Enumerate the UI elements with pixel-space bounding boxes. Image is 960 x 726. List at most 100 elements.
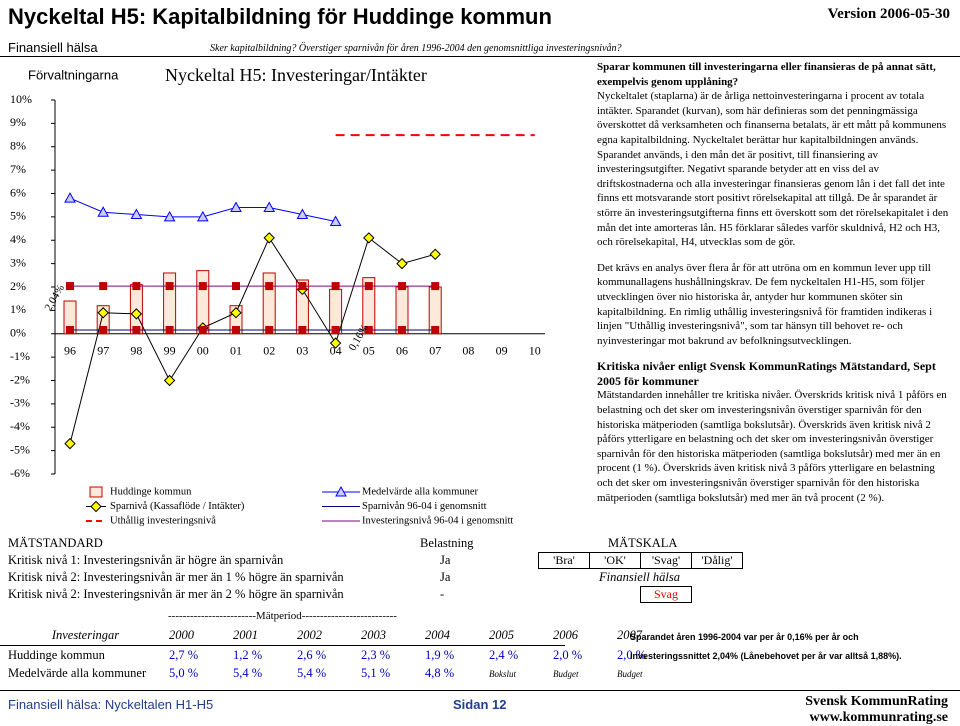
column-header: 2003 (361, 628, 386, 642)
y-tick-label: 4% (10, 232, 26, 246)
levels-text: Mätstandarden innehåller tre kritiska ni… (597, 389, 947, 504)
y-tick-label: 0% (10, 326, 26, 340)
criterion: Kritisk nivå 1: Investeringsnivån är hög… (8, 553, 284, 567)
column-header: 2000 (169, 628, 194, 642)
square-marker (165, 282, 174, 291)
standard-table: MÄTSTANDARD Belastning MÄTSKALA Kritisk niv… (8, 535, 748, 605)
x-tick-label: 96 (64, 344, 76, 358)
criterion: Kritisk nivå 2: Investeringsnivån är mer… (8, 587, 344, 601)
divider (0, 690, 960, 691)
corner-label: Förvaltningarna (28, 67, 119, 82)
org-name: Svensk KommunRating (805, 694, 948, 709)
triangle-marker (296, 208, 309, 220)
load: - (440, 587, 445, 601)
load: Ja (440, 553, 451, 567)
table-cell: Medelvärde alla kommuner (8, 666, 147, 680)
org-url: www.kommunrating.se (809, 710, 948, 725)
diamond-marker (97, 307, 109, 319)
legend-label: Uthållig investeringsnivå (110, 515, 216, 526)
triangle-marker (97, 206, 110, 217)
footer-left: Finansiell hälsa: Nyckeltalen H1-H5 (8, 697, 214, 712)
y-tick-label: 6% (10, 185, 26, 199)
triangle-marker (130, 208, 143, 220)
x-tick-label: 07 (429, 344, 441, 358)
y-tick-label: 5% (10, 209, 26, 223)
y-tick-label: -1% (10, 349, 30, 363)
diamond-marker (396, 257, 408, 270)
square-marker (331, 282, 340, 291)
table-cell: 5,0 % (169, 666, 199, 680)
square-marker (132, 326, 141, 335)
table-cell: 2,3 % (361, 648, 391, 662)
table-cell: Budget (617, 669, 643, 679)
square-marker (99, 326, 108, 335)
square-marker (198, 326, 207, 335)
square-marker (99, 282, 108, 291)
annotation: 2,04% (42, 283, 67, 314)
diamond-marker (130, 308, 143, 320)
diamond-marker (363, 232, 375, 244)
triangle-marker (230, 201, 242, 213)
legend-label: Investeringsnivå 96-04 i genomsnitt (362, 515, 513, 526)
y-tick-label: -4% (10, 419, 30, 433)
y-tick-label: 10% (10, 92, 32, 106)
legend-swatch (89, 486, 103, 498)
square-marker (398, 326, 406, 335)
square-marker (132, 282, 141, 291)
standard-header: Belastning (420, 536, 474, 550)
triangle-marker (163, 210, 176, 222)
lead: Sparar kommunen till investeringarna ell… (597, 61, 936, 88)
x-tick-label: 10 (529, 344, 541, 358)
x-tick-label: 98 (130, 344, 142, 358)
analysis-text: Det krävs en analys över flera år för at… (597, 261, 933, 347)
result: Svag (640, 586, 692, 603)
scale-item: 'OK' (589, 552, 641, 569)
scale-name: Finansiell hälsa (599, 570, 680, 584)
scale-title: MÄTSKALA (608, 536, 678, 550)
x-tick-label: 99 (164, 344, 176, 358)
body-text: Nyckeltalet (staplarna) är de årliga net… (597, 90, 949, 249)
diamond-marker (329, 337, 342, 349)
legend-label: Sparnivå (Kassaflöde / Intäkter) (110, 501, 245, 512)
version: Version 2006-05-30 (827, 6, 950, 22)
y-tick-label: -6% (10, 466, 30, 480)
column-header: 2001 (233, 628, 258, 642)
load: Ja (440, 570, 451, 584)
x-tick-label: 05 (363, 344, 375, 358)
table-cell: 5,4 % (297, 666, 327, 680)
triangle-marker (64, 192, 76, 203)
column-header: Investeringar (51, 628, 120, 642)
y-tick-label: -5% (10, 442, 30, 456)
square-marker (232, 282, 240, 291)
square-marker (165, 326, 174, 335)
y-tick-label: 8% (10, 139, 26, 153)
square-marker (331, 326, 340, 335)
square-marker (398, 282, 406, 291)
legend-label: Huddinge kommun (110, 486, 192, 497)
column-header: 2002 (297, 628, 322, 642)
table-cell: 5,4 % (233, 666, 263, 680)
square-marker (298, 326, 307, 335)
x-tick-label: 08 (462, 344, 474, 358)
x-tick-label: 01 (230, 344, 242, 358)
column-header: 2006 (553, 628, 578, 642)
criterion: Kritisk nivå 2: Investeringsnivån är mer… (8, 570, 344, 584)
scale-item: 'Bra' (538, 552, 590, 569)
square-marker (66, 282, 74, 291)
square-marker (265, 326, 274, 335)
triangle-marker (196, 210, 209, 222)
square-marker (364, 282, 373, 291)
y-tick-label: 2% (10, 279, 26, 293)
period-label: ------------------------Mätperiod-------… (168, 610, 397, 622)
section-label: Finansiell hälsa (8, 40, 98, 55)
scale-item: 'Dålig' (691, 552, 743, 569)
table-cell: 4,8 % (425, 666, 455, 680)
period-table: ------------------------Mätperiod-------… (0, 610, 960, 682)
scale-item: 'Svag' (640, 552, 692, 569)
x-tick-label: 09 (496, 344, 508, 358)
table-cell: 2,0 % (553, 648, 583, 662)
x-tick-label: 03 (296, 344, 308, 358)
table-cell: 1,9 % (425, 648, 455, 662)
standard-header: MÄTSTANDARD (8, 536, 103, 550)
description: Sparar kommunen till investeringarna ell… (597, 60, 949, 516)
